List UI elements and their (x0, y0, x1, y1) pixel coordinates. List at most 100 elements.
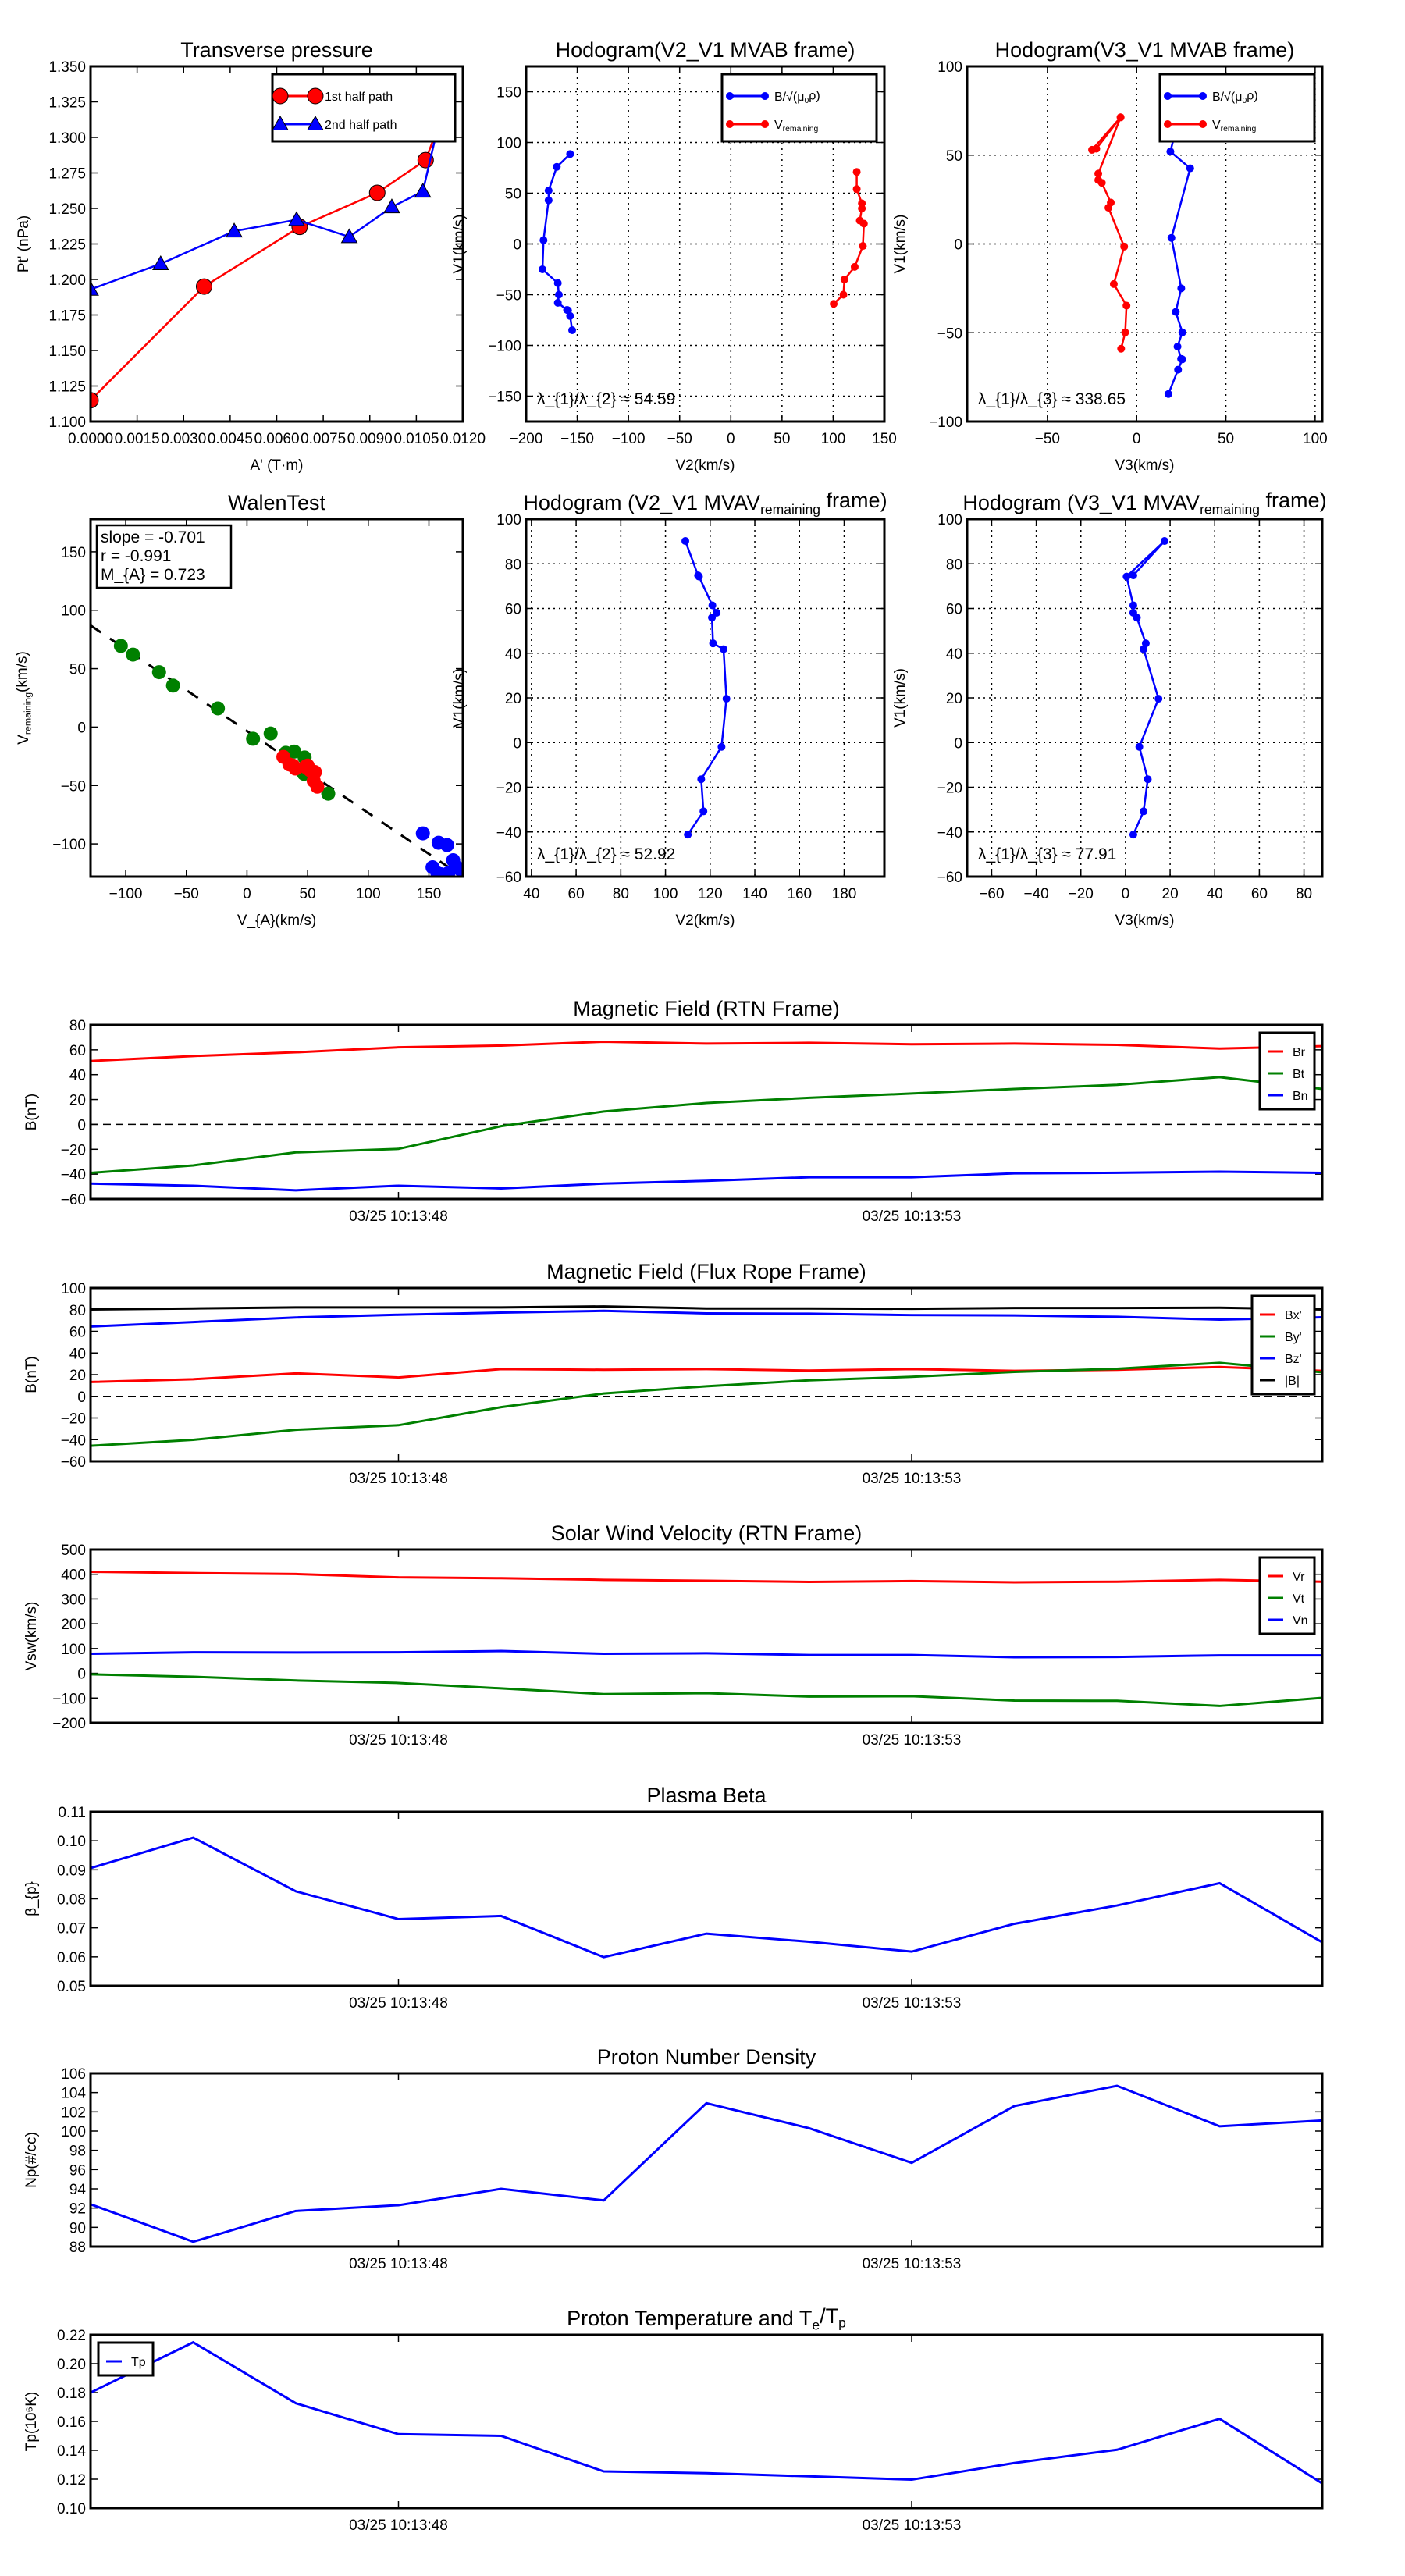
y-tick-label: −50 (61, 778, 86, 795)
x-axis-label: V3(km/s) (1115, 457, 1175, 474)
data-point (1094, 169, 1103, 178)
x-axis-label: V2(km/s) (676, 913, 735, 929)
x-tick-label: 80 (613, 886, 629, 902)
y-tick-label: 92 (69, 2201, 86, 2218)
data-point (368, 184, 386, 201)
legend-box (1258, 1031, 1316, 1111)
y-tick-label: 100 (61, 603, 86, 620)
y-tick-label: 88 (69, 2240, 86, 2256)
plot-area (1122, 537, 1168, 839)
data-point (1173, 342, 1182, 350)
y-tick-label: 40 (505, 646, 521, 663)
y-tick-label: 20 (69, 1093, 86, 1109)
y-tick-label: 150 (496, 85, 521, 101)
x-tick-label: −100 (109, 886, 143, 902)
chart-h2: Hodogram(V3_V1 MVAB frame) −50 0 50 100 −100 −… (892, 38, 1328, 474)
data-point (544, 196, 553, 205)
data-point (722, 695, 731, 703)
y-tick-label: 0.07 (57, 1921, 86, 1937)
data-point (1122, 301, 1131, 310)
legend-marker (1199, 92, 1207, 100)
y-tick-label: 0 (77, 1389, 86, 1406)
data-point (1129, 601, 1137, 610)
y-tick-label: 100 (61, 2124, 86, 2140)
y-tick-label: 50 (505, 187, 521, 203)
y-tick-label: 1.100 (48, 415, 86, 431)
chart-ts6: Proton Temperature and Te/Tp 03/25 10:13:… (23, 2304, 1324, 2534)
legend-label: Vremaining (1212, 119, 1257, 133)
series-line-2 (91, 1309, 1322, 1328)
series-line-1 (91, 1673, 1322, 1707)
chart-title: WalenTest (228, 491, 326, 514)
legend-label: Bz' (1285, 1353, 1302, 1366)
data-point (288, 211, 305, 226)
x-tick-label: 20 (1162, 886, 1179, 902)
data-point (1117, 344, 1126, 353)
y-tick-label: −40 (61, 1167, 86, 1183)
plot-area (91, 1571, 1322, 1707)
y-tick-label: 96 (69, 2162, 86, 2179)
chart-ts5: Proton Number Density 03/25 10:13:48 03/25… (23, 2045, 1324, 2272)
data-point (383, 198, 400, 214)
x-tick-label: 0.0015 (115, 431, 160, 447)
y-axis-label: Np(#/cc) (23, 2132, 40, 2188)
y-tick-label: 60 (505, 602, 521, 618)
x-tick-label: −100 (612, 431, 646, 447)
x-tick-label: 03/25 10:13:53 (863, 1471, 962, 1487)
y-tick-label: 200 (61, 1617, 86, 1633)
data-point (1172, 308, 1180, 316)
x-axis-label: A' (T·m) (251, 457, 304, 474)
legend-label: B/√(μ0ρ) (774, 89, 820, 105)
stats-line: slope = -0.701 (101, 528, 205, 546)
legend-marker (761, 92, 769, 100)
data-point (1097, 179, 1106, 187)
data-point (553, 298, 562, 307)
y-tick-label: 40 (69, 1068, 86, 1084)
legend-label: Tp (131, 2356, 146, 2369)
x-tick-label: 03/25 10:13:48 (349, 2517, 448, 2534)
legend-label: Vremaining (774, 119, 819, 133)
legend-label: B/√(μ0ρ) (1212, 89, 1258, 105)
y-tick-label: 500 (61, 1542, 86, 1559)
y-tick-label: 0.11 (58, 1805, 86, 1821)
y-tick-label: 0 (77, 1667, 86, 1683)
plot-frame (89, 2072, 1324, 2248)
chart-walen: WalenTest −100 −50 0 50 100 150 −100 −50 0 50 100 15… (14, 491, 464, 929)
y-tick-label: 0 (513, 237, 521, 254)
data-point (684, 831, 692, 839)
x-tick-label: 0.0000 (68, 431, 113, 447)
chart-ts2: Magnetic Field (Flux Rope Frame) 03/25 10… (23, 1260, 1324, 1487)
legend-marker (272, 115, 289, 130)
stats-line: M_{A} = 0.723 (101, 566, 205, 584)
y-tick-label: 20 (69, 1368, 86, 1384)
data-point (453, 863, 463, 877)
y-tick-label: 0.05 (57, 1979, 86, 1995)
y-tick-label: 100 (937, 512, 962, 528)
data-point (850, 262, 859, 271)
data-point (681, 537, 690, 546)
data-point (211, 701, 226, 716)
x-tick-label: 100 (821, 431, 846, 447)
x-tick-label: 160 (787, 886, 812, 902)
x-tick-label: 03/25 10:13:48 (349, 1471, 448, 1487)
y-tick-label: 100 (496, 136, 521, 152)
legend-label: 2nd half path (325, 119, 397, 132)
y-tick-label: 60 (69, 1325, 86, 1341)
data-point (1186, 164, 1194, 173)
data-point (830, 300, 838, 308)
data-point (697, 775, 706, 784)
x-tick-label: −60 (979, 886, 1004, 902)
plot-area (681, 537, 731, 839)
legend-box (271, 73, 457, 143)
data-point (415, 826, 430, 841)
data-point (713, 608, 721, 617)
x-tick-label: 0.0045 (208, 431, 253, 447)
x-tick-label: 50 (300, 886, 316, 902)
data-point (1120, 242, 1129, 251)
y-tick-label: 1.150 (48, 343, 86, 360)
x-tick-label: 50 (1218, 431, 1234, 447)
x-tick-label: 150 (417, 886, 442, 902)
legend-label: Vt (1293, 1592, 1305, 1606)
chart-title: Solar Wind Velocity (RTN Frame) (551, 1521, 863, 1545)
y-tick-label: −100 (488, 339, 521, 355)
